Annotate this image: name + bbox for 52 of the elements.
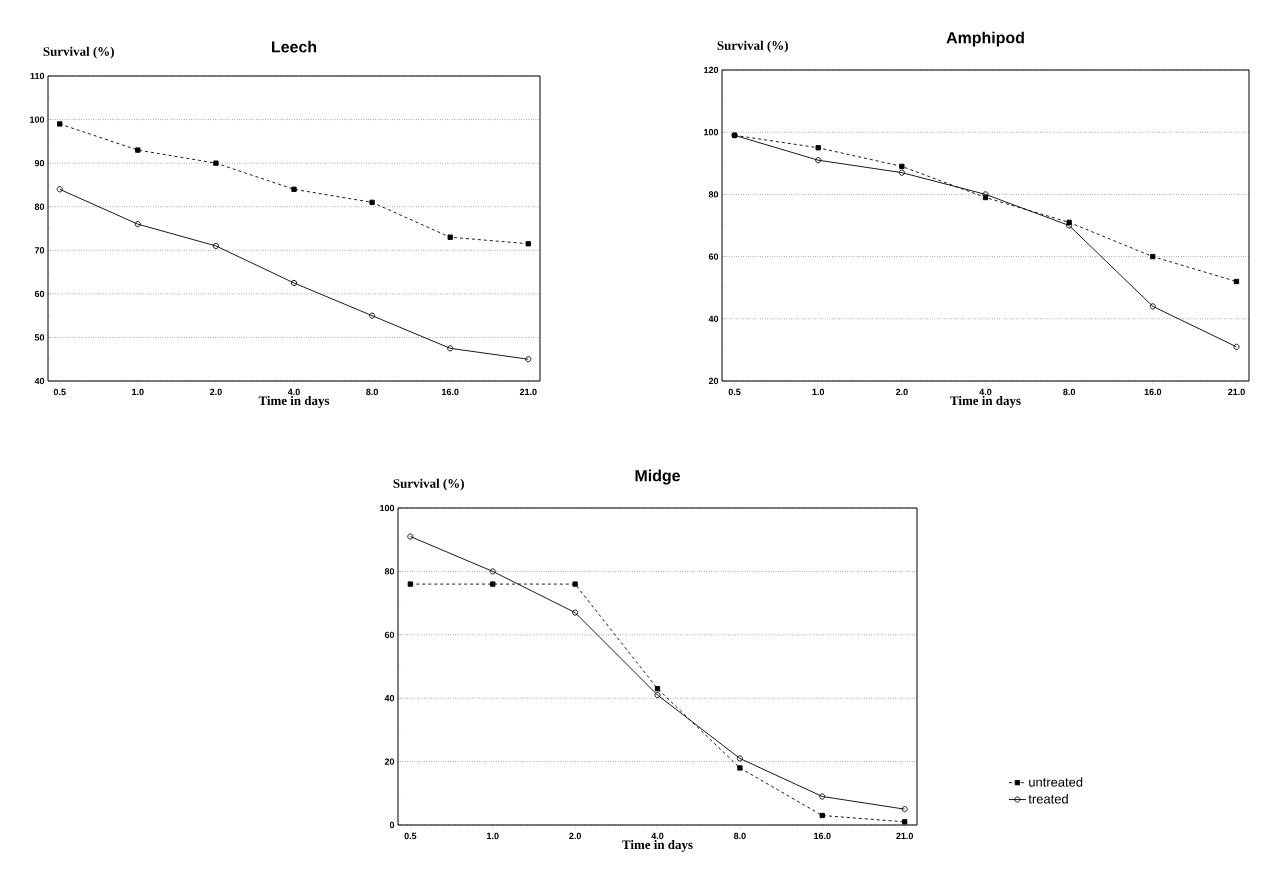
- y-tick-label: 40: [34, 377, 45, 385]
- x-tick-label: 0.5: [53, 388, 66, 396]
- x-tick-label: 1.0: [132, 388, 144, 396]
- y-tick-label: 60: [384, 631, 395, 638]
- x-axis-title: Time in days: [622, 839, 693, 852]
- y-tick-label: 120: [704, 66, 719, 74]
- x-tick-label: 8.0: [366, 388, 378, 396]
- legend-label: treated: [1028, 794, 1068, 804]
- y-tick-label: 60: [708, 253, 719, 260]
- x-tick-label: 0.5: [728, 388, 741, 396]
- x-tick-label: 21.0: [1228, 388, 1245, 396]
- chart-title: Amphipod: [946, 31, 1024, 47]
- y-axis-title: Survival (%): [43, 46, 114, 59]
- y-tick-label: 110: [30, 72, 45, 80]
- y-tick-label: 40: [384, 695, 395, 702]
- x-tick-label: 1.0: [812, 388, 825, 396]
- y-tick-label: 60: [34, 290, 45, 298]
- x-tick-label: 16.0: [442, 388, 459, 396]
- x-axis-title: Time in days: [950, 395, 1021, 408]
- y-tick-label: 40: [708, 315, 719, 322]
- y-axis-title: Survival (%): [717, 40, 788, 53]
- x-tick-label: 8.0: [1063, 388, 1076, 396]
- legend-label: untreated: [1029, 777, 1083, 787]
- y-tick-label: 80: [708, 191, 719, 198]
- y-axis-title: Survival (%): [393, 478, 464, 491]
- x-tick-label: 16.0: [814, 832, 831, 840]
- x-tick-label: 1.0: [487, 832, 499, 840]
- x-axis-title: Time in days: [258, 395, 330, 408]
- x-tick-label: 21.0: [519, 388, 537, 396]
- y-tick-label: 100: [30, 116, 45, 123]
- y-tick-label: 70: [34, 247, 45, 254]
- x-tick-label: 4.0: [287, 388, 300, 396]
- x-tick-label: 2.0: [895, 388, 908, 396]
- y-tick-label: 80: [384, 568, 395, 575]
- x-tick-label: 2.0: [209, 388, 222, 396]
- y-tick-label: 20: [384, 758, 395, 765]
- y-tick-label: 100: [704, 129, 719, 136]
- y-tick-label: 0: [389, 821, 395, 829]
- y-tick-label: 20: [708, 377, 719, 385]
- x-tick-label: 0.5: [404, 832, 417, 840]
- chart-title: Leech: [272, 40, 317, 53]
- y-tick-label: 90: [34, 159, 45, 167]
- x-tick-label: 4.0: [651, 832, 664, 840]
- x-tick-label: 4.0: [979, 388, 992, 396]
- chart-title: Midge: [635, 469, 680, 485]
- x-tick-label: 21.0: [896, 832, 914, 840]
- y-tick-label: 50: [34, 334, 45, 341]
- x-tick-label: 16.0: [1144, 388, 1162, 396]
- y-tick-label: 100: [380, 504, 395, 512]
- y-tick-label: 80: [34, 203, 45, 210]
- x-tick-label: 2.0: [569, 832, 581, 840]
- x-tick-label: 8.0: [733, 832, 746, 840]
